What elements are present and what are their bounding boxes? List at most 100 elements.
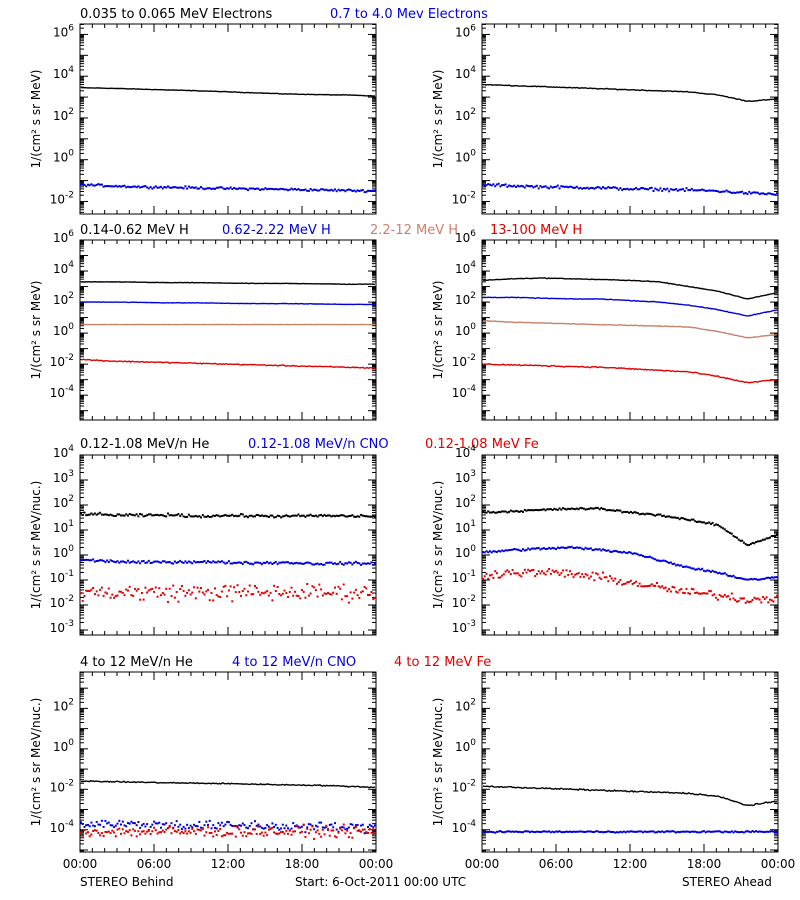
data-point [281,188,284,190]
data-point [535,184,538,187]
data-point [140,560,143,563]
data-point [687,592,690,595]
data-point [661,189,664,192]
data-point [673,830,676,833]
y-tick-label: 106 [53,229,74,245]
data-point [198,820,201,823]
data-point [636,188,639,191]
data-point [508,510,511,513]
data-point [264,187,267,190]
data-point [508,830,511,833]
data-point [254,561,256,564]
data-point [640,830,643,833]
data-point [154,185,157,188]
data-point [584,508,587,511]
data-point [525,830,528,833]
data-point [734,191,737,194]
data-point [482,183,484,186]
data-point [165,515,168,518]
data-point [675,831,678,834]
data-point [668,190,671,193]
data-point [643,187,646,190]
data-point [243,824,246,827]
data-point [102,185,105,188]
data-point [560,572,563,575]
data-point [624,831,627,834]
y-tick-label: 102 [455,697,476,713]
data-point [555,508,558,511]
data-point [327,561,329,564]
data-point [716,190,719,193]
data-point [516,548,519,551]
data-point [673,188,676,191]
data-point [140,824,143,827]
series-1 [482,785,778,807]
data-point [527,185,530,187]
data-point [222,561,225,564]
data-point [248,562,251,565]
data-point [334,562,336,565]
data-point [224,834,227,837]
data-point [167,600,169,603]
data-point [123,594,126,597]
data-point [335,514,338,517]
y-tick-label: 104 [53,260,74,276]
data-point [133,822,136,825]
series-1 [80,780,376,789]
data-point [107,830,110,833]
series-label-1: 0.035 to 0.065 MeV Electrons [80,7,272,22]
data-point [689,189,691,192]
data-point [224,584,227,587]
data-point [116,560,119,563]
data-point [495,830,498,833]
data-point [522,831,524,834]
data-point [207,826,209,829]
data-point [746,578,749,581]
data-point [187,560,190,563]
data-point [368,594,371,596]
data-point [696,591,698,594]
data-point [113,515,116,517]
data-point [518,830,521,833]
data-point [368,189,371,192]
data-point [347,601,350,604]
data-point [170,514,173,517]
data-point [106,559,109,562]
data-point [372,598,375,601]
series-label-1: 0.14-0.62 MeV H [80,223,189,238]
data-point [102,513,105,516]
data-point [307,189,310,192]
data-point [659,831,662,833]
data-point [544,830,547,833]
data-point [626,510,629,513]
data-point [114,184,117,187]
data-point [722,572,725,575]
data-point [109,513,112,516]
data-point [194,832,197,835]
data-point [730,830,733,833]
data-point [142,185,145,188]
data-point [158,831,161,834]
data-point [140,592,143,594]
data-point [107,561,110,563]
data-point [238,187,241,190]
data-point [175,591,178,593]
data-point [549,547,552,550]
data-point [737,538,740,541]
data-point [647,585,650,587]
data-point [487,510,490,513]
data-point [97,559,100,562]
data-point [758,578,761,581]
series-line [80,358,376,369]
data-point [132,185,135,188]
data-point [80,592,82,595]
data-point [87,823,89,826]
data-point [555,185,558,188]
data-point [532,509,535,512]
data-point [135,835,138,838]
data-point [584,573,587,576]
data-point [241,187,244,190]
data-point [769,192,771,195]
data-point [184,830,187,833]
